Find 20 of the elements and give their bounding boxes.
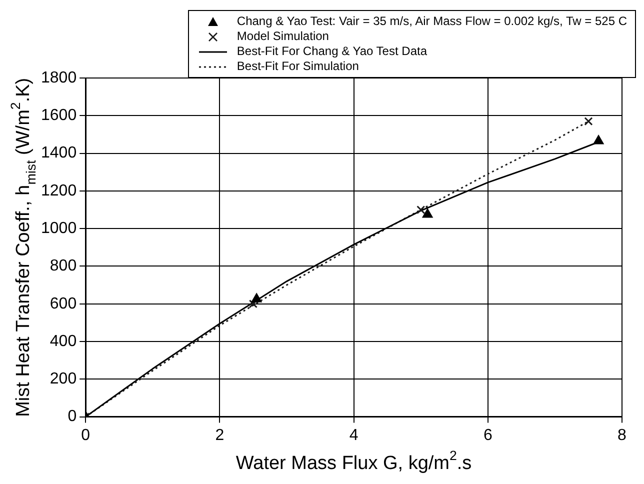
y-tick-label: 1000 (41, 220, 77, 237)
x-tick-label: 8 (618, 426, 627, 444)
y-tick-label: 0 (68, 408, 77, 426)
y-tick-label: 800 (50, 258, 77, 275)
legend-label: Best-Fit For Chang & Yao Test Data (236, 44, 427, 59)
y-axis-title: Mist Heat Transfer Coeff., hmist (W/m2.K) (8, 78, 38, 417)
y-tick-label: 600 (50, 295, 77, 312)
y-tick-label: 1200 (41, 182, 77, 200)
legend-label: Best-Fit For Simulation (236, 59, 359, 74)
legend-label: Chang & Yao Test: Vair = 35 m/s, Air Mass Flow = 0.002 kg/s, Tw = 525 C (236, 14, 627, 29)
y-tick-label: 1400 (41, 144, 77, 162)
x-tick-label: 6 (483, 426, 492, 444)
x-tick-label: 2 (215, 426, 224, 444)
x-tick-label: 0 (81, 426, 90, 444)
y-tick-label: 1600 (41, 107, 77, 124)
y-tick-label: 400 (50, 332, 77, 350)
legend-label: Model Simulation (236, 29, 329, 44)
y-tick-label: 1800 (41, 69, 77, 86)
y-tick-label: 200 (50, 370, 77, 388)
x-tick-label: 4 (349, 426, 358, 444)
